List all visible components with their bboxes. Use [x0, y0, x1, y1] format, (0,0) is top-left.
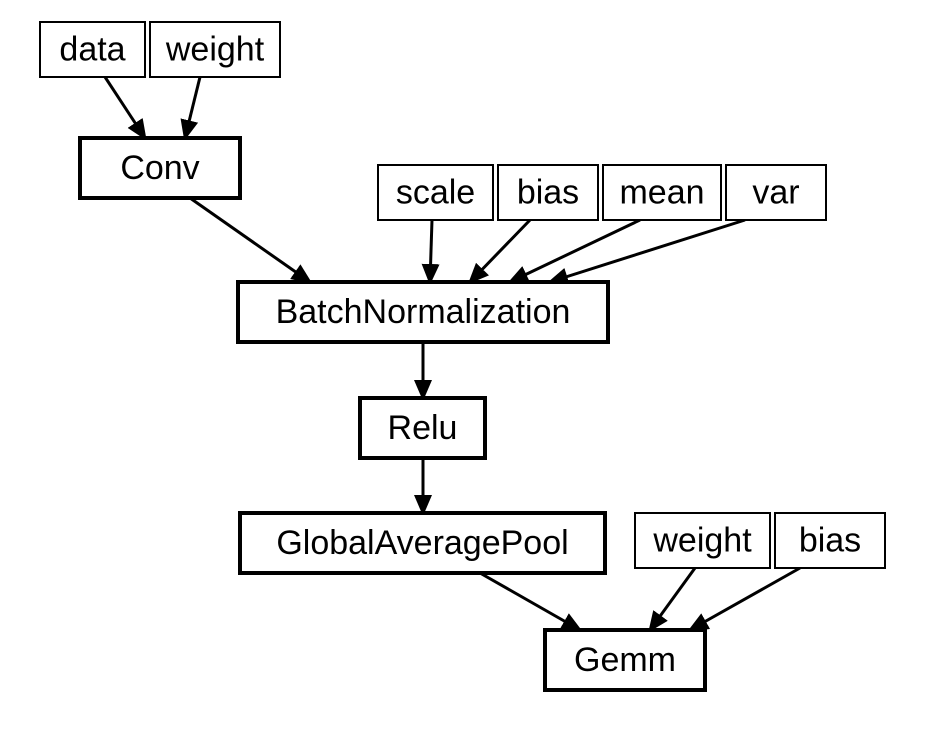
node-data: data	[40, 22, 145, 77]
node-label-var: var	[752, 173, 799, 211]
node-bias1: bias	[498, 165, 598, 220]
node-label-weight2: weight	[652, 521, 752, 559]
node-label-bias1: bias	[517, 173, 579, 211]
node-label-scale: scale	[396, 173, 475, 211]
edge-weight1-to-conv	[185, 77, 200, 138]
nn-graph-diagram: data weight Conv scale bias mean var BatchNorma…	[0, 0, 945, 739]
node-gap: GlobalAveragePool	[240, 513, 605, 573]
node-label-bn: BatchNormalization	[276, 293, 571, 331]
node-label-gap: GlobalAveragePool	[276, 524, 568, 562]
edge-data-to-conv	[105, 77, 145, 138]
edge-weight2-to-gemm	[650, 568, 695, 630]
edge-bias1-to-bn	[470, 220, 530, 282]
node-var: var	[726, 165, 826, 220]
node-bias2: bias	[775, 513, 885, 568]
node-relu: Relu	[360, 398, 485, 458]
node-weight2: weight	[635, 513, 770, 568]
node-label-data: data	[59, 30, 125, 68]
node-label-weight1: weight	[165, 30, 265, 68]
node-label-relu: Relu	[388, 409, 458, 447]
node-label-conv: Conv	[120, 149, 199, 187]
node-scale: scale	[378, 165, 493, 220]
edge-conv-to-bn	[190, 198, 310, 282]
node-bn: BatchNormalization	[238, 282, 608, 342]
edge-gap-to-gemm	[480, 573, 580, 630]
edge-bias2-to-gemm	[690, 568, 800, 630]
node-label-gemm: Gemm	[574, 641, 676, 679]
node-weight1: weight	[150, 22, 280, 77]
nodes-layer: data weight Conv scale bias mean var BatchNorma…	[40, 22, 885, 690]
node-conv: Conv	[80, 138, 240, 198]
node-label-mean: mean	[619, 173, 704, 211]
node-mean: mean	[603, 165, 721, 220]
edge-scale-to-bn	[430, 220, 432, 282]
node-label-bias2: bias	[799, 521, 861, 559]
edge-var-to-bn	[550, 220, 745, 282]
node-gemm: Gemm	[545, 630, 705, 690]
